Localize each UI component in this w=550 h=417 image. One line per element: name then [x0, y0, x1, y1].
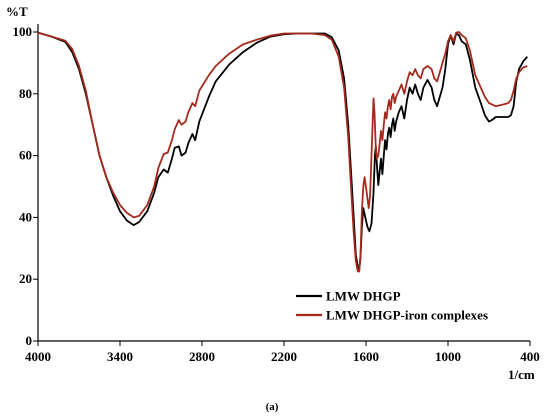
y-axis-label: %T [6, 4, 28, 19]
legend-label: LMW DHGP [326, 289, 401, 304]
tick-labels: 0 20 40 60 80 100 4000 3400 2800 2200 1600 1000 400 [13, 24, 540, 364]
y-tick-label: 20 [19, 271, 32, 286]
x-tick-label: 400 [520, 349, 540, 364]
x-tick-label: 3400 [107, 349, 133, 364]
legend-label: LMW DHGP-iron complexes [326, 308, 488, 323]
legend: LMW DHGP LMW DHGP-iron complexes [296, 289, 488, 323]
x-tick-label: 1000 [435, 349, 461, 364]
x-tick-label: 4000 [25, 349, 51, 364]
y-tick-label: 0 [26, 333, 33, 348]
x-axis-label: 1/cm [508, 367, 535, 382]
y-tick-label: 80 [19, 86, 32, 101]
x-tick-label: 2800 [189, 349, 215, 364]
figure-caption: (a) [266, 401, 279, 413]
series-line-2 [37, 31, 528, 273]
axes [37, 24, 530, 342]
y-tick-label: 100 [13, 24, 33, 39]
series-line-1 [37, 31, 528, 271]
series-layer [37, 31, 528, 273]
y-tick-label: 40 [19, 209, 32, 224]
y-tick-label: 60 [19, 148, 32, 163]
x-tick-label: 2200 [271, 349, 297, 364]
x-tick-label: 1600 [353, 349, 379, 364]
